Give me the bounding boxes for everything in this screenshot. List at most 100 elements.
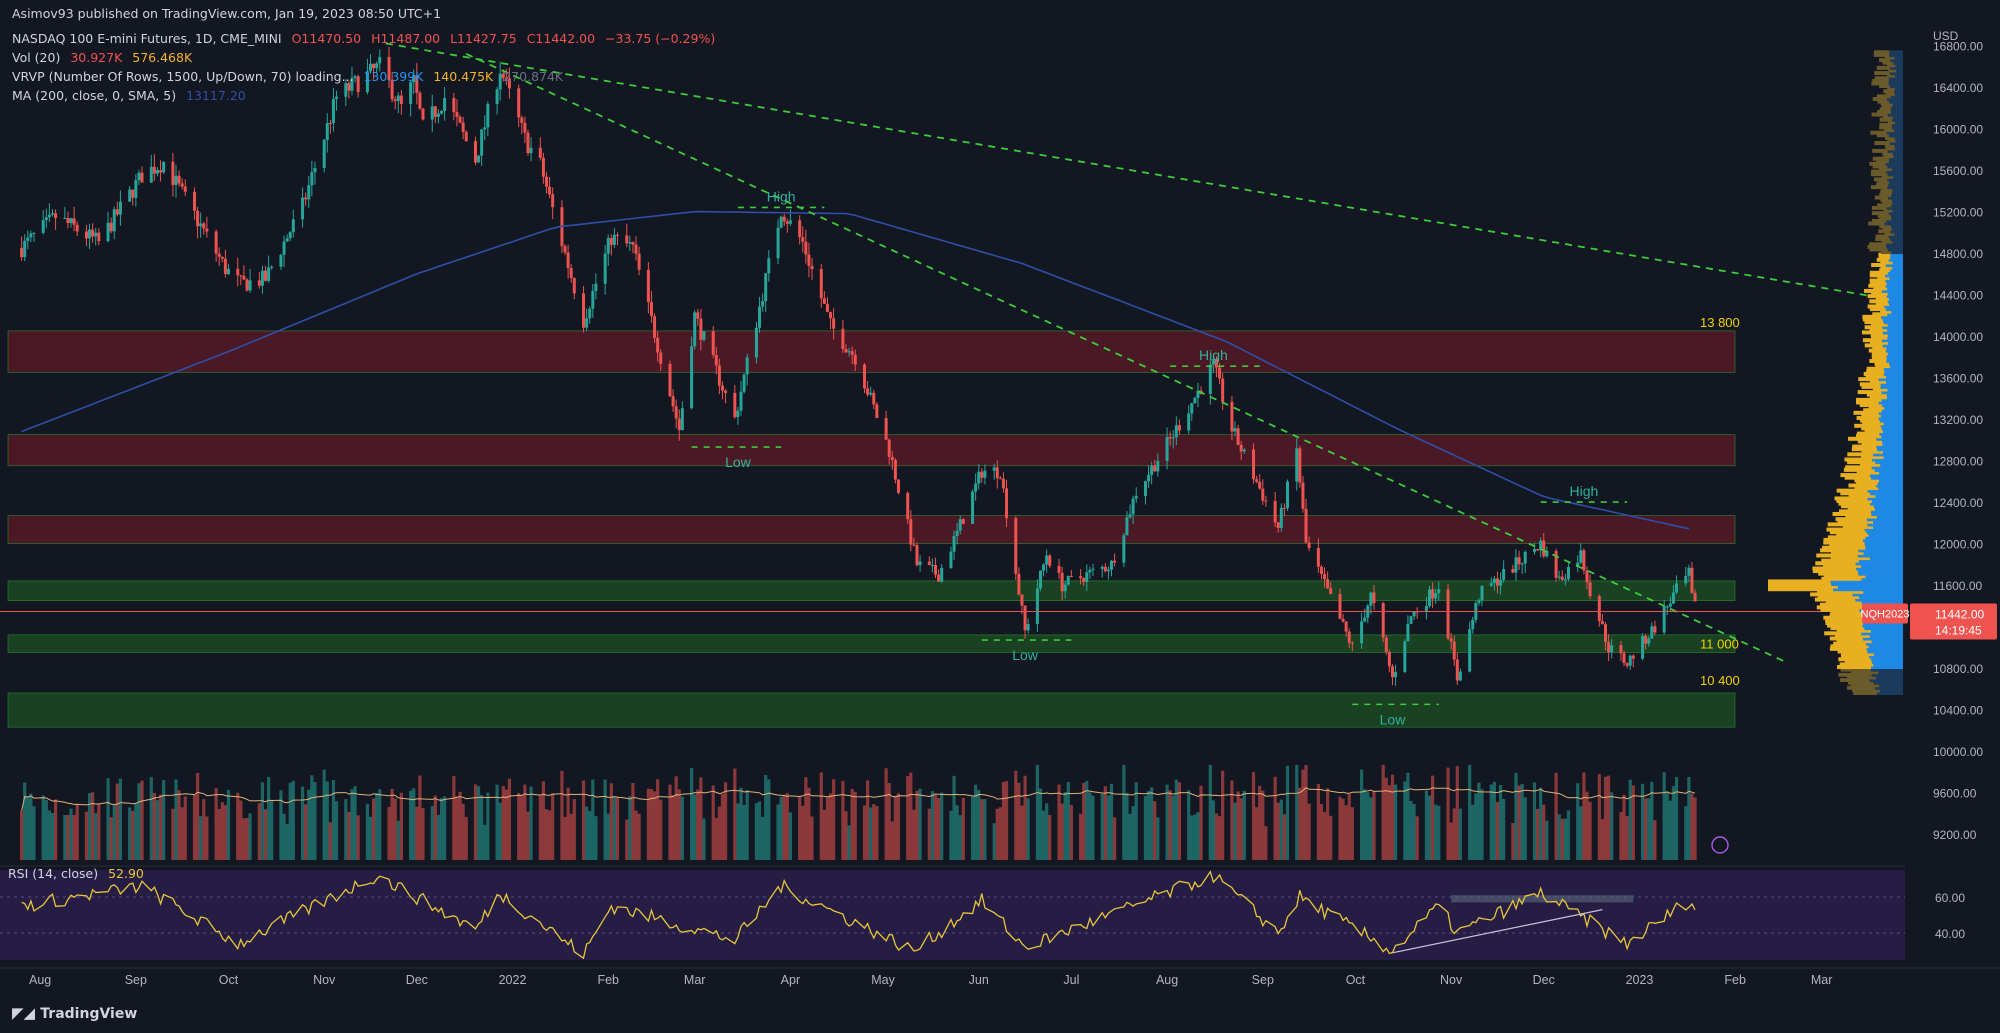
vp-down-bar (1840, 667, 1871, 672)
candle-body (1079, 576, 1083, 579)
candle-body (1023, 605, 1027, 631)
volume-bar (452, 775, 456, 860)
vp-down-bar (1843, 467, 1875, 472)
candle-body (616, 234, 620, 236)
vp-down-bar (1870, 130, 1887, 135)
candle-body (526, 132, 530, 154)
candle-body (399, 95, 403, 104)
candle-body (1085, 572, 1089, 583)
zone-label-0: 13 800 (1700, 315, 1740, 330)
candle-body (649, 301, 653, 317)
volume-bar (1153, 801, 1157, 860)
candle-body (1471, 619, 1475, 630)
candle-body (149, 166, 153, 183)
price-tick: 11600.00 (1933, 579, 1982, 593)
vp-up-bar (1889, 301, 1903, 306)
vp-down-bar (1861, 441, 1883, 446)
vp-up-bar (1890, 94, 1903, 99)
vp-up-bar (1885, 283, 1903, 288)
candle-body (285, 238, 289, 242)
candle-body (137, 172, 141, 181)
symbol-title[interactable]: NASDAQ 100 E-mini Futures, 1D, CME_MINI (12, 31, 282, 46)
vp-up-bar (1871, 465, 1903, 470)
candle-body (520, 117, 524, 123)
candle-body (26, 237, 30, 241)
volume-bar (529, 786, 533, 860)
last-price-value: 11442.00 (1935, 607, 1984, 621)
vol-legend[interactable]: Vol (20) 30.927K 576.468K (12, 50, 198, 65)
last-price-symbol: NQH2023 (1861, 608, 1910, 620)
vp-up-bar (1890, 268, 1903, 273)
volume-bar (906, 776, 910, 860)
vp-up-bar (1892, 122, 1903, 127)
volume-bar (884, 768, 888, 860)
vrvp-legend[interactable]: VRVP (Number Of Rows, 1500, Up/Down, 70)… (12, 69, 569, 84)
volume-bar (714, 817, 718, 860)
volume-bar (134, 804, 138, 860)
candle-body (1301, 482, 1305, 509)
candle-body (1261, 488, 1265, 501)
volume-bar (501, 786, 505, 860)
vp-up-bar (1892, 151, 1903, 156)
time-tick: 2023 (1626, 973, 1654, 987)
vp-up-bar (1879, 683, 1903, 688)
candle-body (1113, 560, 1117, 563)
vp-up-bar (1859, 594, 1903, 599)
vp-down-bar (1827, 522, 1868, 527)
candle-body (829, 311, 833, 319)
vp-up-bar (1869, 473, 1903, 478)
volume-bar (940, 792, 944, 860)
vp-down-bar (1882, 226, 1892, 231)
volume-bar (1393, 784, 1398, 860)
vp-up-bar (1857, 569, 1903, 574)
volume-bar (152, 792, 156, 860)
volume-bar (1412, 803, 1416, 860)
ma200-line (21, 210, 1690, 530)
vp-down-bar (1768, 579, 1831, 584)
volume-bar (393, 798, 397, 860)
candle-body (214, 231, 218, 254)
volume-bar (226, 789, 231, 860)
vp-down-bar (1830, 644, 1869, 649)
vp-down-bar (1875, 237, 1891, 242)
volume-bar (480, 795, 484, 860)
ma-legend[interactable]: MA (200, close, 0, SMA, 5) 13117.20 (12, 88, 252, 103)
vp-down-bar (1879, 216, 1892, 221)
vp-down-bar (1884, 143, 1895, 148)
volume-bar (1359, 769, 1364, 860)
candle-body (63, 217, 67, 219)
vp-up-bar (1882, 403, 1903, 408)
volume-bar (282, 813, 286, 860)
volume-bar (399, 792, 403, 860)
volume-bar (659, 799, 663, 860)
volume-bar (1458, 808, 1462, 860)
candle-body (825, 303, 829, 312)
volume-bar (551, 793, 555, 860)
vp-up-bar (1887, 312, 1903, 317)
rsi-legend[interactable]: RSI (14, close) 52.90 (8, 866, 150, 881)
vp-down-bar (1838, 672, 1872, 677)
vp-up-bar (1858, 571, 1903, 576)
volume-bar (1535, 808, 1540, 860)
vp-down-bar (1844, 457, 1872, 462)
time-tick: Aug (29, 973, 51, 987)
vp-up-bar (1887, 395, 1903, 400)
volume-bar (371, 798, 376, 860)
vp-down-bar (1830, 626, 1865, 631)
vp-up-bar (1874, 467, 1903, 472)
brand-logo[interactable]: ◤◢ TradingView (12, 1004, 138, 1022)
volume-bar (53, 799, 58, 860)
vp-up-bar (1887, 185, 1903, 190)
volume-bar (322, 769, 326, 860)
vp-up-bar (1891, 109, 1903, 114)
vp-down-bar (1845, 514, 1877, 519)
volume-bar (149, 777, 153, 860)
volume-bar (869, 807, 873, 860)
vp-down-bar (1851, 447, 1878, 452)
ohlc-close: C11442.00 (526, 31, 596, 46)
vp-down-bar (1880, 260, 1893, 265)
candle-body (205, 228, 209, 232)
vp-down-bar (1878, 167, 1892, 172)
